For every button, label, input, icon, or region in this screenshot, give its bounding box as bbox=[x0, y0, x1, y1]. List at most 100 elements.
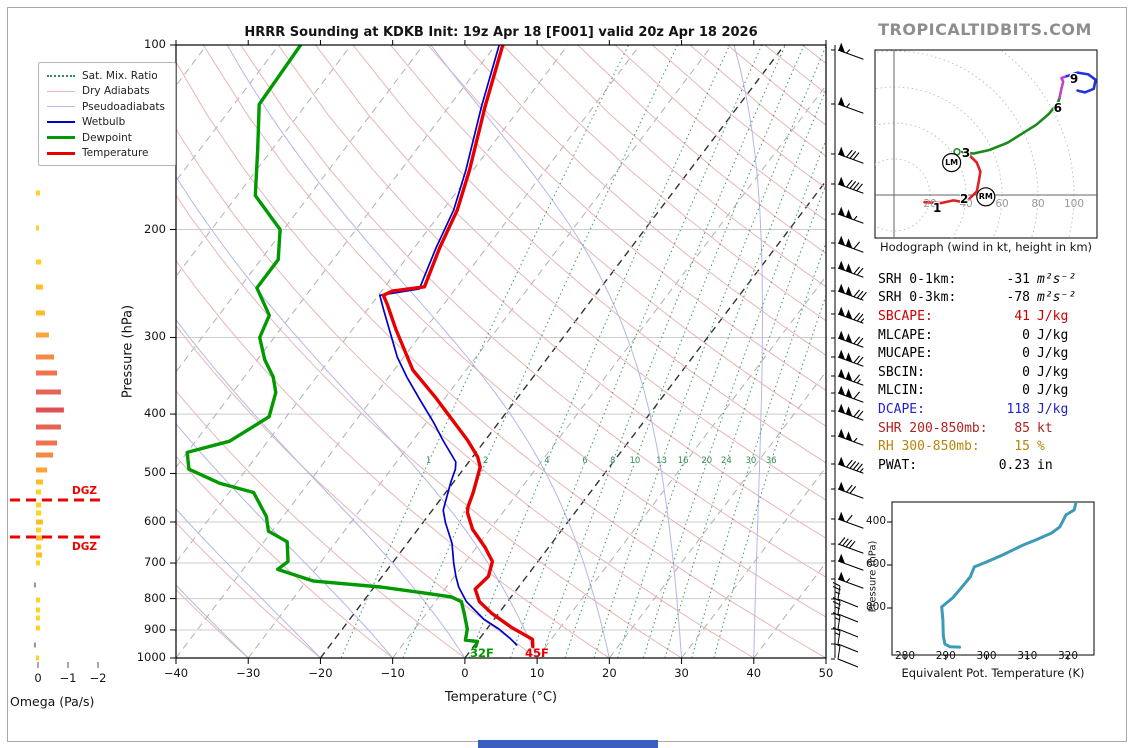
theta-e-panel bbox=[887, 501, 1095, 660]
omega-panel bbox=[10, 190, 106, 668]
x-tick-label: −20 bbox=[308, 666, 333, 680]
stat-unit: J/kg bbox=[1037, 383, 1069, 399]
theta-e-trace bbox=[940, 502, 1078, 649]
stat-label: MLCAPE: bbox=[878, 327, 933, 343]
x-tick-label: 40 bbox=[746, 666, 762, 680]
y-tick-label: 700 bbox=[144, 555, 166, 570]
y-tick-label: 800 bbox=[144, 590, 166, 605]
mix-ratio-label: 13 bbox=[656, 456, 667, 466]
theta-e-x-tick: 280 bbox=[894, 650, 916, 662]
y-axis-title: Pressure (hPa) bbox=[120, 304, 136, 399]
omega-tick-label: −1 bbox=[59, 671, 77, 685]
mix-ratio-label: 6 bbox=[582, 456, 588, 466]
ring-label: 80 bbox=[1031, 198, 1045, 210]
stat-unit: % bbox=[1037, 439, 1045, 455]
y-tick-label: 100 bbox=[144, 37, 166, 51]
stat-row-mlcape-: MLCAPE: 0 J/kg bbox=[878, 326, 1094, 345]
stat-value: 0 bbox=[1022, 383, 1030, 399]
severe-parameters-panel: SRH 0-1km: -31 m²s⁻² SRH 0-3km: -78 m²s⁻² SBCA… bbox=[878, 270, 1094, 475]
legend-item-dewpoint: Dewpoint bbox=[47, 130, 169, 146]
legend-item-dryadiabat: Dry Adiabats bbox=[47, 84, 169, 100]
storm-motion-RM: RM bbox=[978, 191, 993, 201]
stat-value: 15 bbox=[1014, 439, 1030, 455]
stat-row-sbcape-: SBCAPE: 41 J/kg bbox=[878, 307, 1094, 326]
x-tick-label: 30 bbox=[674, 666, 689, 680]
stat-label: MUCAPE: bbox=[878, 346, 933, 362]
x-tick-label: 20 bbox=[602, 666, 617, 680]
stat-unit: kt bbox=[1037, 420, 1053, 436]
dewpoint-trace bbox=[185, 45, 480, 649]
dgz-label-upper: DGZ bbox=[72, 485, 97, 497]
legend-swatch-pseudo bbox=[47, 106, 75, 108]
page-title: HRRR Sounding at KDKB Init: 19z Apr 18 [… bbox=[244, 25, 758, 40]
y-tick-label: 400 bbox=[144, 406, 166, 421]
ring-label: 40 bbox=[959, 198, 973, 210]
legend-item-pseudo: Pseudoadiabats bbox=[47, 99, 169, 115]
storm-motion-LM: LM bbox=[945, 157, 959, 167]
mix-ratio-label: 10 bbox=[629, 456, 641, 466]
stat-unit: J/kg bbox=[1037, 308, 1069, 324]
theta-e-y-tick: 800 bbox=[865, 601, 886, 613]
legend-label: Dry Adiabats bbox=[82, 85, 150, 98]
stat-label: PWAT: bbox=[878, 457, 918, 473]
stat-value: 41 bbox=[1014, 308, 1030, 324]
stat-value: 0 bbox=[1022, 327, 1030, 343]
surface-temp-label: 45F bbox=[525, 646, 549, 660]
x-tick-label: 50 bbox=[818, 666, 834, 680]
watermark: TROPICALTIDBITS.COM bbox=[878, 20, 1092, 39]
hodograph-segment-6-9km bbox=[1058, 74, 1069, 100]
stat-label: SRH 0-3km: bbox=[878, 290, 957, 306]
x-tick-label: −40 bbox=[163, 666, 189, 680]
omega-tick-label: 0 bbox=[34, 671, 42, 685]
stat-row-dcape-: DCAPE: 118 J/kg bbox=[878, 400, 1094, 419]
theta-e-x-tick: 310 bbox=[1017, 650, 1038, 662]
y-tick-label: 600 bbox=[144, 514, 166, 528]
stat-row-srh-0-1km-: SRH 0-1km: -31 m²s⁻² bbox=[878, 270, 1094, 289]
height-label-3: 3 bbox=[961, 145, 971, 160]
legend-item-temperature: Temperature bbox=[47, 146, 169, 162]
hodograph-segment-3-6km bbox=[961, 96, 1061, 155]
stat-label: SRH 0-1km: bbox=[878, 271, 957, 287]
x-tick-label: −30 bbox=[236, 666, 261, 680]
legend-label: Dewpoint bbox=[82, 131, 132, 144]
stat-value: -78 bbox=[1006, 290, 1030, 306]
theta-e-y-tick: 400 bbox=[865, 515, 886, 527]
mix-ratio-label: 1 bbox=[425, 456, 432, 466]
wetbulb-trace bbox=[378, 45, 518, 646]
stat-unit: in bbox=[1037, 457, 1053, 473]
stat-row-sbcin-: SBCIN: 0 J/kg bbox=[878, 363, 1094, 382]
stat-value: 0 bbox=[1022, 364, 1030, 380]
stat-label: SBCIN: bbox=[878, 364, 925, 380]
ring-label: 60 bbox=[995, 198, 1009, 210]
footer-banner bbox=[478, 740, 658, 748]
wind-barbs bbox=[831, 42, 867, 668]
x-axis-title: Temperature (°C) bbox=[444, 690, 558, 705]
theta-e-axis-title: Equivalent Pot. Temperature (K) bbox=[901, 666, 1085, 680]
stat-row-pwat-: PWAT: 0.23 in bbox=[878, 456, 1094, 475]
legend: Sat. Mix. Ratio Dry Adiabats Pseudoadiabat… bbox=[38, 62, 176, 166]
stat-unit: m²s⁻² bbox=[1037, 271, 1077, 287]
stat-label: SBCAPE: bbox=[878, 308, 933, 324]
y-tick-label: 300 bbox=[144, 329, 166, 344]
stat-row-mlcin-: MLCIN: 0 J/kg bbox=[878, 382, 1094, 401]
stat-unit: m²s⁻² bbox=[1037, 290, 1077, 306]
theta-e-y-title: Pressure (hPa) bbox=[867, 540, 879, 613]
stat-value: 0 bbox=[1022, 346, 1030, 362]
theta-e-x-tick: 320 bbox=[1057, 650, 1079, 662]
height-label-6: 6 bbox=[1053, 100, 1062, 115]
mix-ratio-label: 2 bbox=[482, 456, 489, 466]
y-tick-label: 200 bbox=[144, 221, 166, 236]
theta-e-x-tick: 300 bbox=[976, 650, 997, 662]
stat-label: DCAPE: bbox=[878, 401, 925, 417]
mix-ratio-label: 30 bbox=[745, 456, 757, 466]
y-tick-label: 500 bbox=[144, 465, 166, 480]
stat-value: -31 bbox=[1006, 271, 1030, 287]
mix-ratio-label: 20 bbox=[701, 456, 713, 466]
stat-unit: J/kg bbox=[1037, 346, 1069, 362]
legend-swatch-dryadiabat bbox=[47, 90, 75, 92]
legend-swatch-wetbulb bbox=[47, 121, 75, 124]
ring-label: 100 bbox=[1063, 198, 1085, 210]
stat-unit: J/kg bbox=[1037, 364, 1069, 380]
stat-row-mucape-: MUCAPE: 0 J/kg bbox=[878, 344, 1094, 363]
